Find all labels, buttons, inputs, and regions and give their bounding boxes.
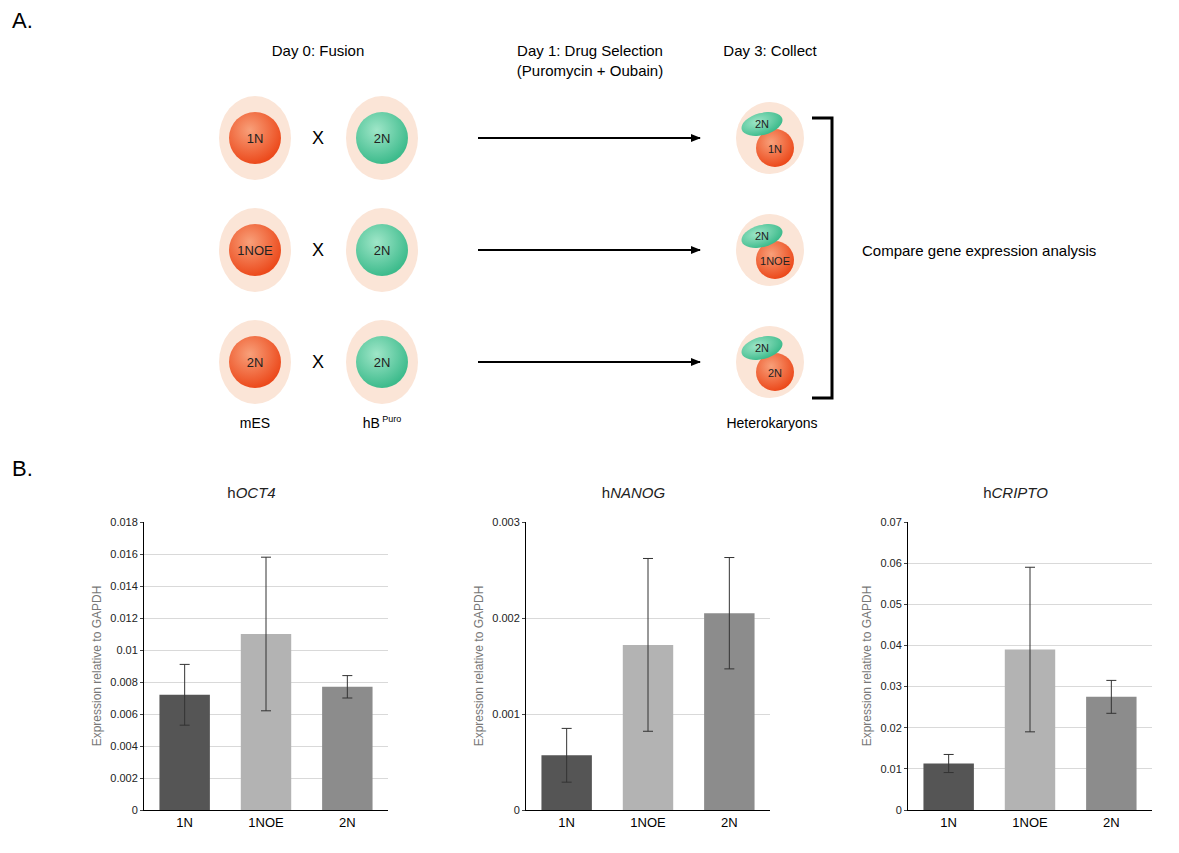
svg-text:1N: 1N xyxy=(558,815,575,830)
svg-text:0.002: 0.002 xyxy=(110,772,138,784)
svg-text:Expression relative to GAPDH: Expression relative to GAPDH xyxy=(860,586,874,747)
svg-text:1NOE: 1NOE xyxy=(237,243,273,258)
svg-text:mES: mES xyxy=(240,415,270,431)
svg-text:Day 3: Collect: Day 3: Collect xyxy=(723,42,817,59)
svg-text:Day 0: Fusion: Day 0: Fusion xyxy=(272,42,365,59)
svg-text:Day 1: Drug Selection: Day 1: Drug Selection xyxy=(517,42,663,59)
svg-text:1N: 1N xyxy=(247,131,264,146)
svg-text:hB Puro: hB Puro xyxy=(363,414,402,431)
svg-text:Heterokaryons: Heterokaryons xyxy=(726,415,817,431)
svg-text:0.01: 0.01 xyxy=(880,763,901,775)
svg-text:1N: 1N xyxy=(768,143,782,155)
svg-text:Expression relative to GAPDH: Expression relative to GAPDH xyxy=(90,586,104,747)
svg-text:0.008: 0.008 xyxy=(110,676,138,688)
svg-text:0.006: 0.006 xyxy=(110,708,138,720)
svg-text:0: 0 xyxy=(132,804,138,816)
svg-text:0: 0 xyxy=(896,804,902,816)
svg-text:0.003: 0.003 xyxy=(492,516,520,528)
svg-text:1NOE: 1NOE xyxy=(1012,815,1048,830)
svg-text:0.012: 0.012 xyxy=(110,612,138,624)
svg-text:2N: 2N xyxy=(721,815,738,830)
svg-text:B.: B. xyxy=(12,456,33,480)
svg-text:0.002: 0.002 xyxy=(492,612,520,624)
svg-text:2N: 2N xyxy=(247,355,264,370)
svg-text:1NOE: 1NOE xyxy=(760,255,790,267)
svg-text:0.03: 0.03 xyxy=(880,680,901,692)
svg-text:0.001: 0.001 xyxy=(492,708,520,720)
svg-text:2N: 2N xyxy=(755,342,769,354)
svg-text:X: X xyxy=(312,352,324,372)
svg-text:Expression relative to GAPDH: Expression relative to GAPDH xyxy=(472,586,486,747)
svg-text:0.01: 0.01 xyxy=(116,644,137,656)
svg-text:(Puromycin + Oubain): (Puromycin + Oubain) xyxy=(517,62,663,79)
svg-text:0.07: 0.07 xyxy=(880,516,901,528)
svg-text:X: X xyxy=(312,128,324,148)
svg-text:A.: A. xyxy=(12,8,33,33)
svg-text:X: X xyxy=(312,240,324,260)
svg-text:2N: 2N xyxy=(755,230,769,242)
svg-text:hNANOG: hNANOG xyxy=(602,484,666,501)
svg-text:2N: 2N xyxy=(339,815,356,830)
svg-text:1N: 1N xyxy=(940,815,957,830)
svg-text:2N: 2N xyxy=(374,355,391,370)
svg-text:0.02: 0.02 xyxy=(880,722,901,734)
svg-text:0.004: 0.004 xyxy=(110,740,138,752)
svg-text:hCRIPTO: hCRIPTO xyxy=(983,484,1048,501)
svg-text:2N: 2N xyxy=(768,367,782,379)
svg-text:1NOE: 1NOE xyxy=(630,815,666,830)
svg-text:0.014: 0.014 xyxy=(110,580,138,592)
svg-text:2N: 2N xyxy=(374,131,391,146)
svg-text:Compare gene expression analys: Compare gene expression analysis xyxy=(862,242,1096,259)
svg-text:0.018: 0.018 xyxy=(110,516,138,528)
svg-text:2N: 2N xyxy=(1103,815,1120,830)
svg-text:1NOE: 1NOE xyxy=(248,815,284,830)
svg-text:hOCT4: hOCT4 xyxy=(227,484,275,501)
svg-text:0.04: 0.04 xyxy=(880,639,901,651)
svg-text:1N: 1N xyxy=(176,815,193,830)
svg-text:0: 0 xyxy=(514,804,520,816)
svg-text:0.06: 0.06 xyxy=(880,557,901,569)
svg-text:0.016: 0.016 xyxy=(110,548,138,560)
svg-text:2N: 2N xyxy=(374,243,391,258)
svg-text:2N: 2N xyxy=(755,118,769,130)
svg-text:0.05: 0.05 xyxy=(880,598,901,610)
